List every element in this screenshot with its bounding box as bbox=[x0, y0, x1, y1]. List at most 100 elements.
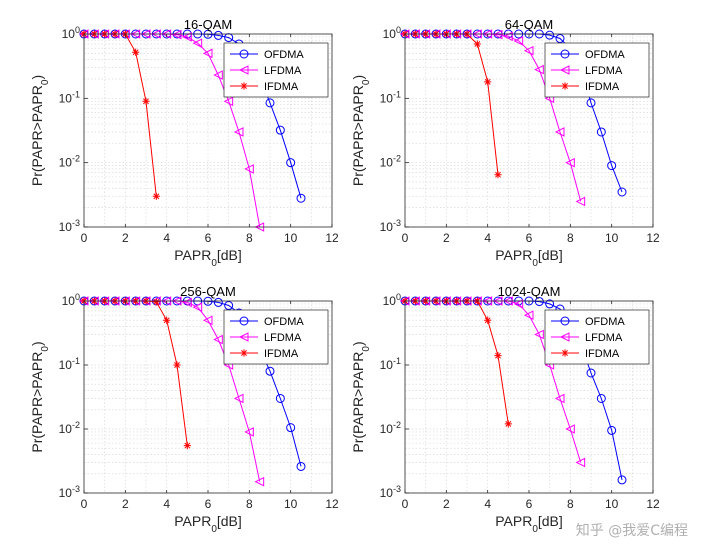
data-point-ifdma bbox=[504, 420, 512, 428]
y-tick-label: 10-2 bbox=[59, 420, 80, 436]
data-point-lfdma bbox=[202, 48, 213, 59]
x-tick-label: 4 bbox=[163, 497, 170, 511]
chart-title: 64-QAM bbox=[505, 17, 553, 32]
data-point-ofdma bbox=[275, 125, 285, 135]
data-point-ofdma bbox=[265, 366, 275, 376]
data-point-ifdma bbox=[494, 171, 502, 179]
legend-marker bbox=[561, 82, 569, 90]
data-point-ofdma bbox=[265, 98, 275, 108]
x-tick-label: 0 bbox=[402, 231, 409, 245]
legend-label: LFDMA bbox=[585, 332, 623, 344]
data-point-lfdma bbox=[182, 297, 192, 308]
data-point-lfdma bbox=[192, 302, 203, 313]
x-tick-label: 6 bbox=[526, 231, 533, 245]
data-point-ofdma bbox=[213, 30, 223, 40]
data-point-lfdma bbox=[213, 70, 223, 80]
legend-item-ofdma: OFDMA bbox=[230, 49, 304, 61]
x-tick-label: 2 bbox=[443, 497, 450, 511]
watermark: 知乎 @我爱C编程 bbox=[575, 523, 688, 539]
legend-item-ofdma: OFDMA bbox=[551, 49, 625, 61]
data-point-ifdma bbox=[132, 48, 140, 56]
data-point-lfdma bbox=[492, 29, 503, 40]
x-tick-label: 2 bbox=[122, 231, 129, 245]
x-tick-label: 6 bbox=[526, 497, 533, 511]
y-tick-label: 100 bbox=[62, 25, 80, 41]
legend-item-ifdma: IFDMA bbox=[230, 348, 299, 360]
x-tick-label: 4 bbox=[484, 231, 491, 245]
legend-item-lfdma: LFDMA bbox=[230, 332, 302, 344]
y-tick-label: 100 bbox=[62, 292, 80, 308]
x-axis-label: PAPR0[dB] bbox=[174, 247, 242, 269]
y-tick-label: 10-1 bbox=[380, 89, 401, 105]
legend-marker bbox=[239, 49, 249, 59]
y-tick-label: 100 bbox=[383, 25, 401, 41]
data-point-ifdma bbox=[173, 361, 181, 369]
data-point-lfdma bbox=[202, 315, 213, 326]
data-point-lfdma bbox=[534, 329, 544, 340]
legend-marker bbox=[240, 82, 248, 90]
legend-item-lfdma: LFDMA bbox=[230, 65, 302, 77]
y-tick-label: 10-2 bbox=[59, 154, 80, 170]
data-point-ofdma bbox=[286, 423, 296, 433]
data-point-ifdma bbox=[473, 40, 481, 48]
x-tick-label: 8 bbox=[567, 231, 574, 245]
legend-marker bbox=[559, 65, 570, 75]
x-tick-label: 0 bbox=[81, 231, 88, 245]
chart-panel-3: 0 2 4 6 8 10 12 100 10-1 10-2 10-3 256-QAM PAPR0[dB]… bbox=[29, 284, 339, 535]
data-point-lfdma bbox=[554, 393, 565, 404]
data-point-ifdma bbox=[183, 442, 191, 450]
legend-marker bbox=[560, 49, 570, 59]
data-point-ofdma bbox=[617, 187, 627, 197]
legend: OFDMA LFDMA IFDMA bbox=[544, 309, 650, 365]
data-point-ifdma bbox=[142, 97, 150, 105]
data-point-lfdma bbox=[565, 157, 575, 168]
x-tick-label: 12 bbox=[325, 231, 339, 245]
x-tick-label: 2 bbox=[443, 231, 450, 245]
legend-marker bbox=[561, 349, 569, 357]
y-tick-label: 10-1 bbox=[380, 356, 401, 372]
data-point-lfdma bbox=[233, 393, 244, 404]
data-point-ofdma bbox=[296, 193, 306, 203]
legend-label: OFDMA bbox=[264, 316, 304, 328]
legend-item-ifdma: IFDMA bbox=[230, 81, 299, 93]
data-point-ifdma bbox=[484, 78, 492, 86]
chart-title: 1024-QAM bbox=[498, 284, 561, 299]
x-tick-label: 0 bbox=[402, 497, 409, 511]
legend-label: OFDMA bbox=[585, 49, 625, 61]
data-point-ofdma bbox=[224, 301, 234, 311]
legend-label: IFDMA bbox=[264, 81, 299, 93]
data-point-ofdma bbox=[596, 127, 606, 137]
x-tick-label: 12 bbox=[646, 497, 660, 511]
y-tick-label: 10-3 bbox=[380, 218, 401, 234]
data-point-ofdma bbox=[545, 30, 555, 40]
chart-title: 16-QAM bbox=[184, 17, 232, 32]
data-point-lfdma bbox=[554, 127, 565, 137]
x-tick-label: 10 bbox=[284, 497, 298, 511]
legend-label: IFDMA bbox=[585, 348, 620, 360]
y-axis-label: Pr(PAPR>PAPR0) bbox=[350, 75, 372, 186]
data-point-ifdma bbox=[152, 192, 160, 200]
data-point-lfdma bbox=[513, 299, 524, 309]
legend-item-lfdma: LFDMA bbox=[551, 332, 623, 344]
legend-label: LFDMA bbox=[264, 65, 302, 77]
data-point-lfdma bbox=[244, 427, 254, 437]
legend-item-ifdma: IFDMA bbox=[551, 348, 620, 360]
data-point-ifdma bbox=[163, 316, 171, 324]
legend-item-ofdma: OFDMA bbox=[551, 316, 625, 328]
legend-marker bbox=[560, 316, 570, 326]
data-point-lfdma bbox=[513, 36, 524, 46]
data-point-lfdma bbox=[192, 38, 203, 48]
legend-marker bbox=[559, 332, 570, 342]
data-point-ofdma bbox=[534, 297, 544, 307]
y-tick-label: 10-1 bbox=[59, 356, 80, 372]
y-tick-label: 100 bbox=[383, 292, 401, 308]
legend-label: LFDMA bbox=[585, 65, 623, 77]
chart-title: 256-QAM bbox=[180, 284, 236, 299]
legend-marker bbox=[240, 349, 248, 357]
x-tick-label: 12 bbox=[325, 497, 339, 511]
data-point-lfdma bbox=[233, 127, 244, 137]
legend-item-lfdma: LFDMA bbox=[551, 65, 623, 77]
legend-marker bbox=[238, 65, 249, 75]
data-point-lfdma bbox=[565, 424, 575, 434]
y-axis-label: Pr(PAPR>PAPR0) bbox=[350, 341, 372, 452]
